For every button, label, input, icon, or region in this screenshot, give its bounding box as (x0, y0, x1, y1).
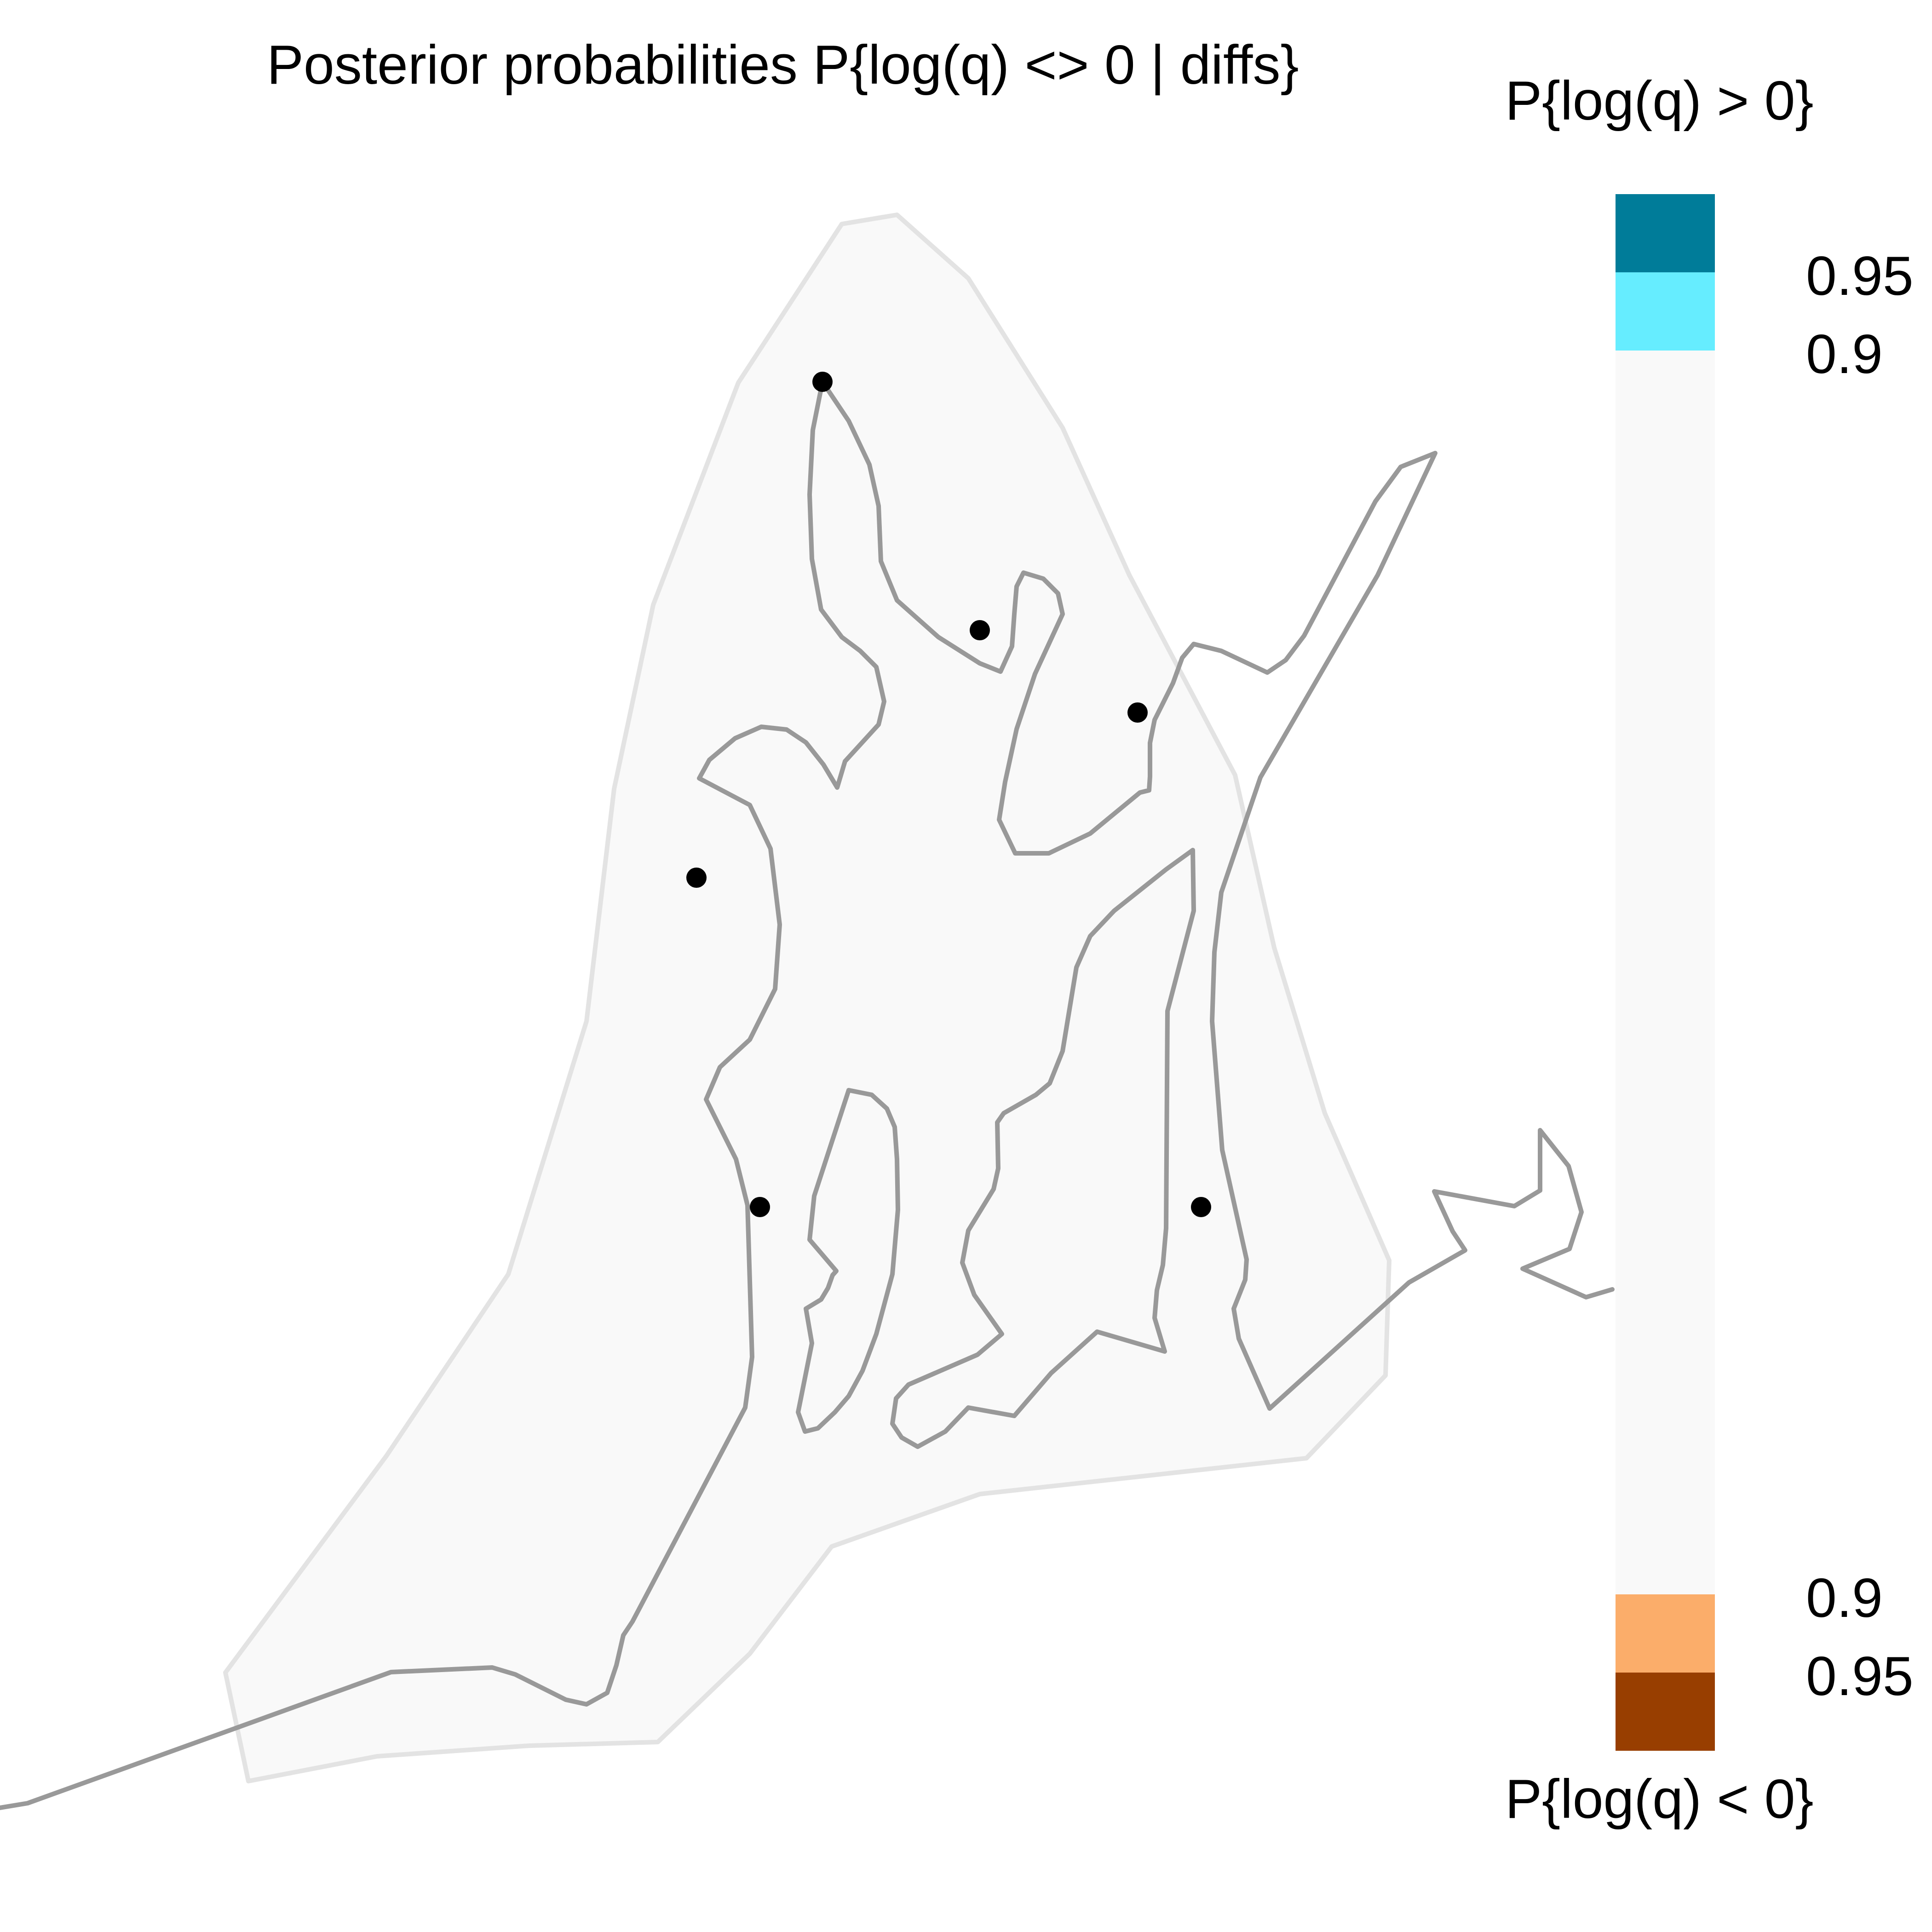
legend-label-positive-95: 0.95 (1806, 245, 1914, 307)
plot-title: Posterior probabilities P{log(q) <> 0 | … (267, 34, 1299, 96)
sample-point (686, 868, 707, 888)
legend-label-negative-95: 0.95 (1806, 1645, 1914, 1707)
legend-band-positive-95 (1616, 194, 1715, 272)
coastline-main (0, 380, 1615, 1810)
sample-point (812, 372, 833, 392)
inner-island-left (796, 1088, 900, 1434)
legend-title-negative: P{log(q) < 0} (1505, 1768, 1814, 1830)
legend-band-positive-90 (1616, 272, 1715, 351)
sample-point (750, 1197, 770, 1217)
legend-label-positive-90: 0.9 (1806, 323, 1883, 385)
legend-band-neutral (1616, 351, 1715, 1594)
inner-island-right (890, 848, 1196, 1449)
sample-point (1191, 1197, 1211, 1217)
sample-points (686, 372, 1211, 1217)
coastline (0, 380, 1615, 1810)
sample-point (970, 620, 990, 640)
legend-band-negative-95 (1616, 1673, 1715, 1751)
legend-title-positive: P{log(q) > 0} (1505, 70, 1814, 132)
sample-point (1127, 702, 1148, 723)
legend-label-negative-90: 0.9 (1806, 1567, 1883, 1629)
legend-band-negative-90 (1616, 1594, 1715, 1673)
habitat-region (223, 213, 1392, 1783)
